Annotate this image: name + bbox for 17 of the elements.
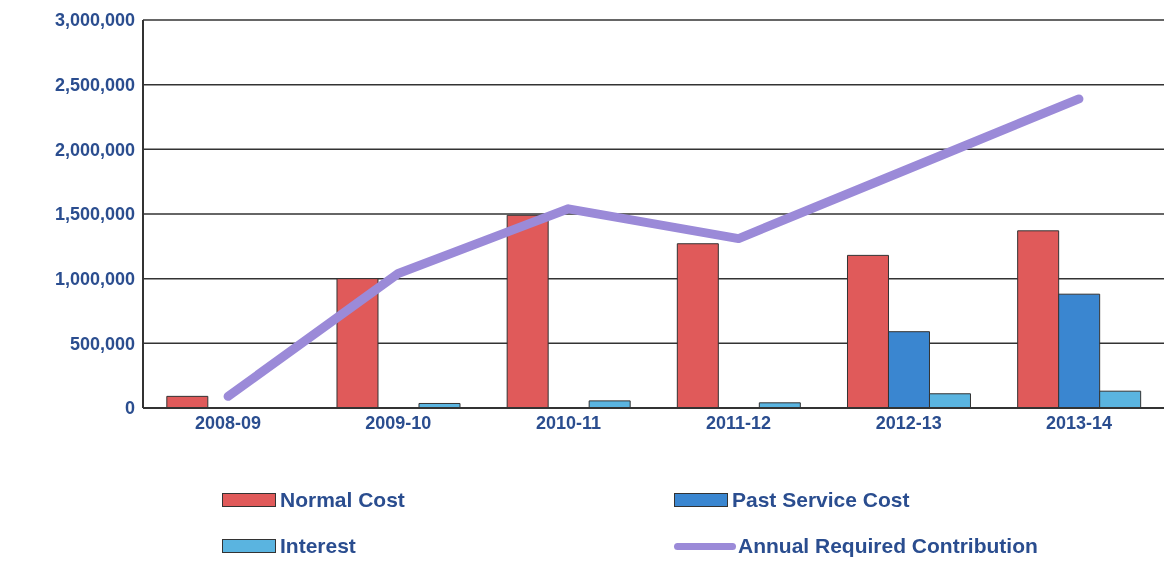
y-tick-label: 500,000 xyxy=(69,333,135,354)
y-tick-label: 3,000,000 xyxy=(54,10,135,31)
y-tick-label: 1,000,000 xyxy=(54,269,135,290)
y-tick-label: 2,000,000 xyxy=(54,139,135,160)
y-tick-label: 1,500,000 xyxy=(54,204,135,225)
x-tick-label: 2013-14 xyxy=(1045,412,1112,433)
x-tick-label: 2011-12 xyxy=(706,412,772,433)
legend-label: Normal Cost xyxy=(280,488,405,512)
y-tick-label: 2,500,000 xyxy=(54,75,135,96)
legend-label: Annual Required Contribution xyxy=(738,534,1038,558)
legend-label: Past Service Cost xyxy=(732,488,910,512)
y-tick-label: 0 xyxy=(124,398,135,419)
legend-label: Interest xyxy=(280,534,356,558)
x-tick-label: 2009-10 xyxy=(365,412,432,433)
x-tick-label: 2008-09 xyxy=(195,412,262,433)
x-tick-label: 2012-13 xyxy=(875,412,942,433)
x-tick-label: 2010-11 xyxy=(535,412,601,433)
